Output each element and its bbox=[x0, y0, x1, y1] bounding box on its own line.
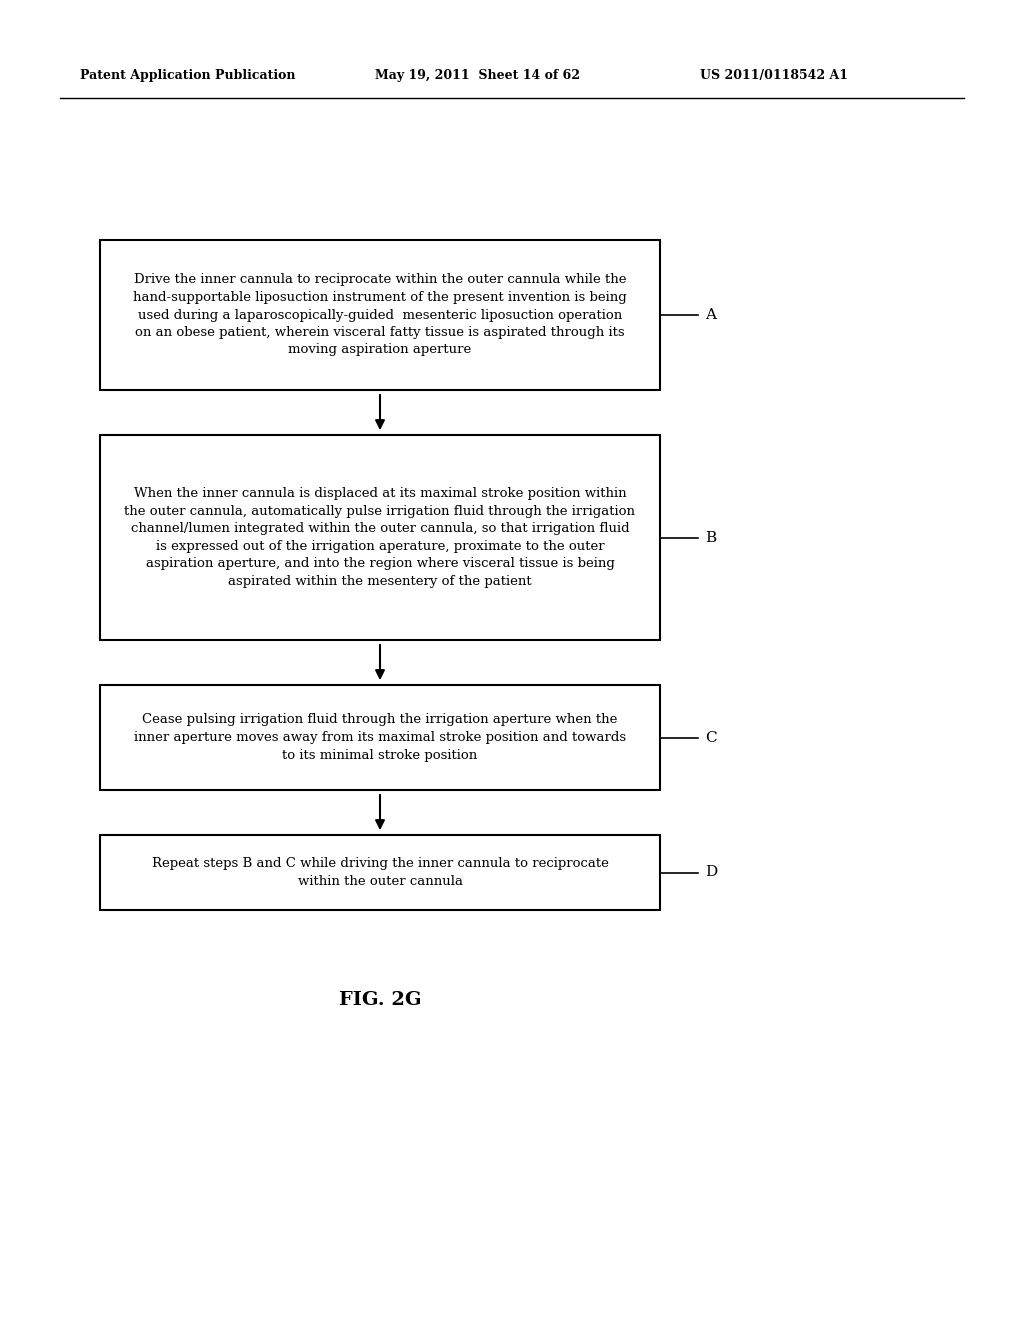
Text: D: D bbox=[705, 866, 717, 879]
Bar bbox=[100, 436, 660, 640]
Text: Cease pulsing irrigation fluid through the irrigation aperture when the
inner ap: Cease pulsing irrigation fluid through t… bbox=[134, 714, 626, 762]
Bar bbox=[100, 240, 660, 389]
Text: B: B bbox=[705, 531, 716, 544]
Text: C: C bbox=[705, 730, 717, 744]
Text: Drive the inner cannula to reciprocate within the outer cannula while the
hand-s: Drive the inner cannula to reciprocate w… bbox=[133, 273, 627, 356]
Text: Patent Application Publication: Patent Application Publication bbox=[80, 69, 296, 82]
Text: Repeat steps B and C while driving the inner cannula to reciprocate
within the o: Repeat steps B and C while driving the i… bbox=[152, 857, 608, 888]
Text: A: A bbox=[705, 308, 716, 322]
Text: FIG. 2G: FIG. 2G bbox=[339, 991, 421, 1008]
Bar bbox=[100, 836, 660, 909]
Text: US 2011/0118542 A1: US 2011/0118542 A1 bbox=[700, 69, 848, 82]
Bar bbox=[100, 685, 660, 789]
Text: May 19, 2011  Sheet 14 of 62: May 19, 2011 Sheet 14 of 62 bbox=[375, 69, 580, 82]
Text: When the inner cannula is displaced at its maximal stroke position within
the ou: When the inner cannula is displaced at i… bbox=[125, 487, 636, 587]
